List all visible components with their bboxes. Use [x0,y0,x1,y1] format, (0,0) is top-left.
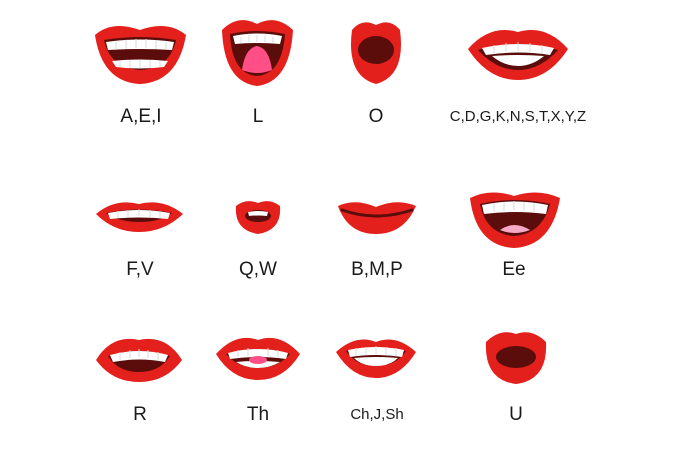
phoneme-label: F,V [126,259,154,280]
phoneme-label: A,E,I [120,106,162,127]
phoneme-label: Th [246,404,270,425]
phoneme-label: Q,W [239,259,277,280]
phoneme-label: O [368,106,384,127]
phoneme-label: B,M,P [351,259,403,280]
phoneme-label: Ch,J,Sh [350,406,404,423]
phoneme-label: U [509,404,523,425]
phoneme-label: C,D,G,K,N,S,T,X,Y,Z [449,108,587,125]
phoneme-label: R [133,404,147,425]
phoneme-label: L [252,106,264,127]
phoneme-label: Ee [502,259,526,280]
